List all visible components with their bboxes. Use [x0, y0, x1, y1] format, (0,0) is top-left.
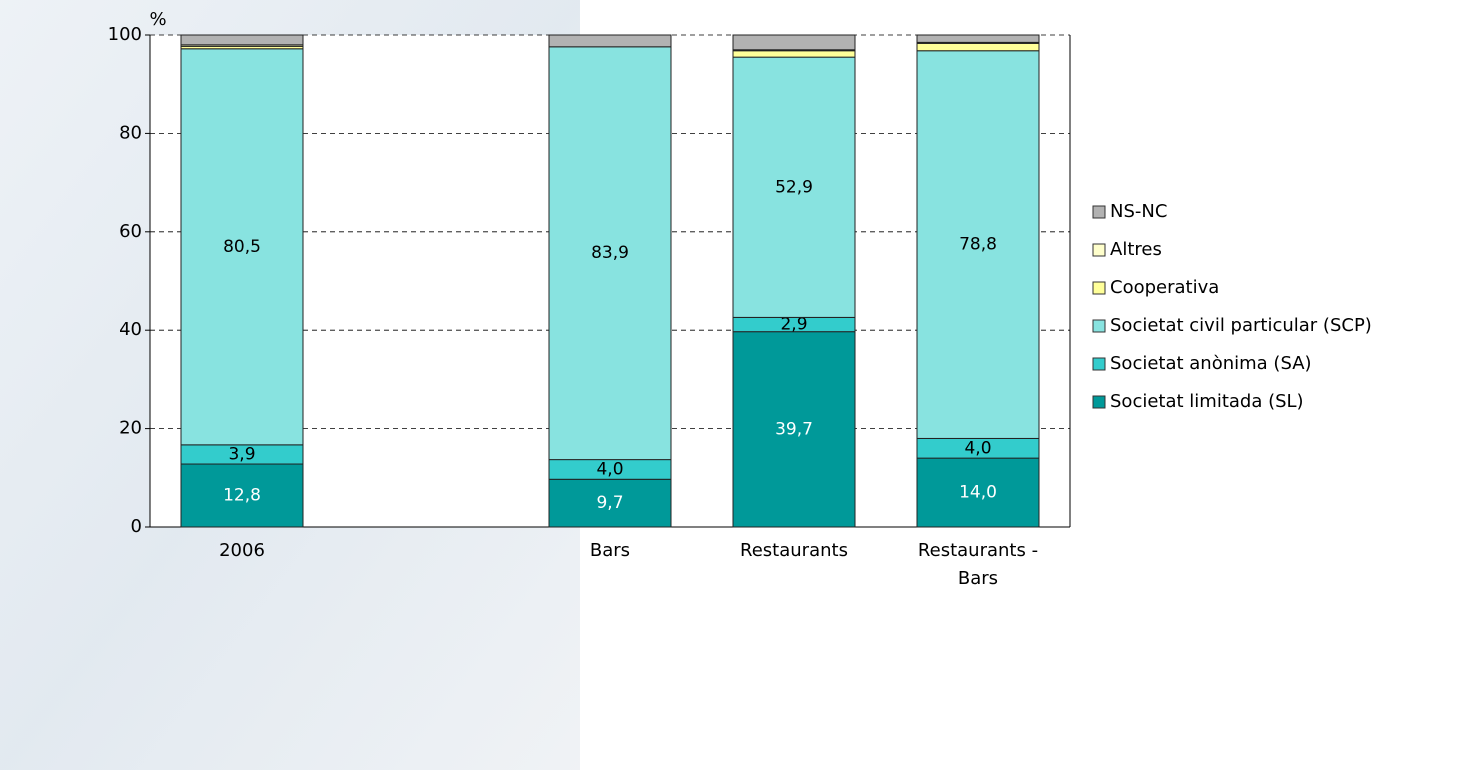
legend-label: NS-NC: [1110, 201, 1167, 222]
y-tick-label: 80: [119, 122, 142, 143]
x-tick-label: Restaurants - Bars: [917, 540, 1039, 589]
data-label: 78,8: [959, 235, 997, 255]
legend-label: Cooperativa: [1110, 277, 1219, 298]
y-tick-label: 40: [119, 319, 142, 340]
legend-swatch: [1092, 395, 1106, 409]
legend-swatch: [1092, 243, 1106, 257]
legend-swatch: [1092, 281, 1106, 295]
x-tick-label: 2006: [219, 540, 265, 561]
legend-label: Altres: [1110, 239, 1162, 260]
legend-swatch: [1092, 357, 1106, 371]
y-tick-label: 0: [131, 516, 142, 537]
legend-label: Societat anònima (SA): [1110, 353, 1312, 374]
legend-swatch: [1092, 319, 1106, 333]
data-label: 2,9: [780, 315, 807, 335]
bar-segment: [916, 50, 1040, 439]
legend-label: Societat limitada (SL): [1110, 391, 1304, 412]
data-label: 39,7: [775, 419, 813, 439]
bar-segment: [732, 34, 856, 51]
bar-segment: [732, 56, 856, 318]
y-tick-label: 100: [108, 24, 142, 45]
y-tick-label: 60: [119, 221, 142, 242]
bar-segment: [180, 463, 304, 528]
y-tick-label: 20: [119, 418, 142, 439]
x-tick-label: Restaurants: [740, 540, 848, 561]
legend-label: Societat civil particular (SCP): [1110, 315, 1372, 336]
data-label: 4,0: [964, 438, 991, 458]
data-label: 12,8: [223, 486, 261, 506]
data-label: 80,5: [223, 237, 261, 257]
x-tick-label: Bars: [589, 540, 631, 561]
bar-segment: [180, 48, 304, 446]
bar-segment: [916, 42, 1040, 52]
bar-segment: [548, 34, 672, 48]
bar-segment: [732, 50, 856, 58]
data-label: 52,9: [775, 177, 813, 197]
data-label: 14,0: [959, 483, 997, 503]
data-label: 4,0: [596, 459, 623, 479]
y-unit-label: %: [149, 9, 166, 30]
data-label: 9,7: [596, 493, 623, 513]
bar-segment: [916, 34, 1040, 43]
data-label: 83,9: [591, 243, 629, 263]
legend-swatch: [1092, 205, 1106, 219]
bar-segment: [916, 457, 1040, 528]
bar-segment: [180, 34, 304, 46]
data-label: 3,9: [228, 444, 255, 464]
bar-segment: [548, 46, 672, 461]
